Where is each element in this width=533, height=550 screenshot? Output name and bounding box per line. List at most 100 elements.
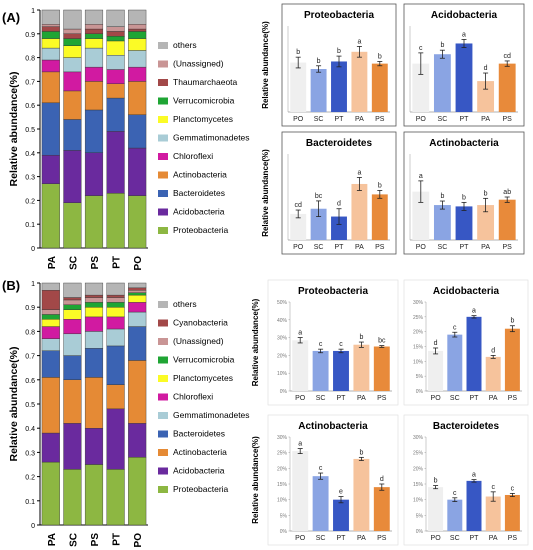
- legend-entry: Bacteroidetes: [173, 188, 225, 198]
- bar-segment-unassigned: [128, 290, 147, 293]
- x-tick-label: SC: [450, 535, 460, 542]
- bar-segment-chloroflexi: [63, 319, 82, 335]
- chart-title: Bacteroidetes: [433, 421, 500, 432]
- y-tick-label: 50%: [277, 300, 288, 306]
- significance-letter: b: [440, 193, 444, 200]
- bar-segment-actinobacteria: [41, 377, 60, 434]
- significance-letter: b: [440, 42, 444, 49]
- bar-segment-gemmatimonadetes: [84, 331, 104, 349]
- significance-letter: b: [378, 182, 382, 189]
- y-tick-label: 10%: [277, 498, 288, 504]
- significance-letter: c: [453, 324, 457, 331]
- y-tick-label: 0%: [416, 529, 424, 535]
- panel-frame: [403, 3, 525, 127]
- bar-segment-thaumarchaeota: [41, 26, 60, 32]
- y-tick-label: 0.5: [25, 402, 35, 409]
- small-chart-A-Actinobacteria: Actinobacteria a PO b SC b PT b PA ab PS: [403, 131, 525, 255]
- y-tick-label: 0: [31, 246, 35, 253]
- significance-letter: c: [419, 45, 423, 52]
- legend-entry: (Unassigned): [173, 336, 224, 346]
- chart-title: Proteobacteria: [304, 10, 374, 21]
- legend-entry: Verrucomicrobia: [173, 96, 235, 106]
- bar-segment-others: [41, 282, 60, 291]
- legend-swatch: [158, 467, 168, 475]
- y-tick-label: 10%: [413, 498, 424, 504]
- panel-frame: [267, 279, 399, 406]
- bar-segment-planctomycetes: [84, 307, 104, 318]
- bar-segment-planctomycetes: [63, 45, 82, 58]
- significance-letter: bc: [315, 193, 323, 200]
- x-tick-label: PT: [112, 256, 123, 269]
- bar-ps: [498, 63, 516, 112]
- bar-sc: [447, 499, 463, 531]
- legend-entry: Chloroflexi: [173, 151, 213, 161]
- bar-po: [290, 213, 307, 240]
- bar-segment-verrucomicrobia: [128, 292, 147, 296]
- y-tick-label: 0.1: [25, 499, 35, 506]
- significance-letter: b: [296, 49, 300, 56]
- bar-ps: [371, 63, 388, 112]
- bar-segment-thaumarchaeota: [63, 33, 82, 39]
- bar-segment-others: [41, 9, 60, 25]
- bar-po: [428, 487, 444, 531]
- bar-ps: [371, 194, 388, 240]
- legend-swatch: [158, 153, 168, 160]
- bar-segment-others: [106, 9, 125, 27]
- bar-segment-gemmatimonadetes: [63, 57, 82, 73]
- bar-segment-thaumarchaeota: [106, 31, 125, 37]
- legend-swatch: [158, 60, 168, 68]
- x-tick-label: PA: [355, 244, 364, 251]
- significance-letter: c: [511, 485, 515, 492]
- bar-po: [412, 63, 430, 112]
- y-tick-label: 0.4: [25, 151, 35, 158]
- y-tick-label: 0.4: [25, 426, 35, 433]
- x-tick-label: PA: [357, 535, 366, 542]
- significance-letter: a: [357, 169, 361, 176]
- bar-pa: [353, 458, 370, 531]
- bar-segment-others: [128, 282, 147, 289]
- legend-swatch: [158, 227, 168, 234]
- significance-letter: bc: [378, 338, 386, 345]
- legend-entry: Proteobacteria: [173, 225, 229, 235]
- significance-letter: c: [319, 341, 323, 348]
- x-tick-label: PT: [470, 395, 480, 402]
- legend-swatch: [158, 449, 168, 456]
- bar-segment-others: [106, 282, 125, 296]
- y-tick-label: 0%: [416, 389, 424, 395]
- y-tick-label: 0.9: [25, 32, 35, 39]
- bar-segment-actinobacteria: [128, 81, 147, 115]
- x-tick-label: PO: [431, 535, 442, 542]
- y-tick-label: 0: [31, 523, 35, 530]
- x-tick-label: PA: [47, 533, 58, 546]
- bar-segment-acidobacteria: [41, 154, 60, 184]
- bar-segment-gemmatimonadetes: [106, 55, 125, 70]
- legend-swatch: [158, 412, 168, 419]
- panel-frame: [403, 414, 529, 546]
- chart-title: Actinobacteria: [298, 421, 368, 432]
- y-tick-label: 25%: [413, 451, 424, 457]
- y-tick-label: 0.8: [25, 329, 35, 336]
- x-tick-label: SC: [314, 244, 324, 251]
- bar-segment-unassigned: [41, 309, 60, 315]
- x-tick-label: PS: [375, 116, 385, 123]
- bar-segment-bacteroidetes: [41, 102, 60, 156]
- significance-letter: c: [339, 341, 343, 348]
- bar-pa: [351, 51, 368, 112]
- y-tick-label: 20%: [277, 353, 288, 359]
- legend-swatch: [158, 171, 168, 179]
- x-tick-label: SC: [316, 535, 326, 542]
- x-tick-label: PS: [503, 116, 513, 123]
- y-axis-label: Relative abundance(%): [8, 347, 20, 462]
- small-chart-B-Acidobacteria: Acidobacteria 0% 5% 10% 15% 20% 25% 30% d PO c SC a P…: [403, 279, 529, 406]
- bar-segment-actinobacteria: [128, 360, 147, 424]
- significance-letter: a: [357, 38, 361, 45]
- bar-segment-planctomycetes: [106, 307, 125, 318]
- significance-letter: e: [339, 489, 343, 496]
- bar-segment-verrucomicrobia: [84, 33, 104, 39]
- x-tick-label: PS: [508, 535, 518, 542]
- y-tick-label: 10%: [413, 359, 424, 365]
- bar-segment-unassigned: [84, 297, 104, 303]
- bar-sc: [447, 334, 463, 391]
- y-axis-label: Relative abundance(%): [261, 21, 270, 109]
- small-chart-A-Acidobacteria: Acidobacteria c PO b SC a PT d PA cd PS: [403, 3, 525, 127]
